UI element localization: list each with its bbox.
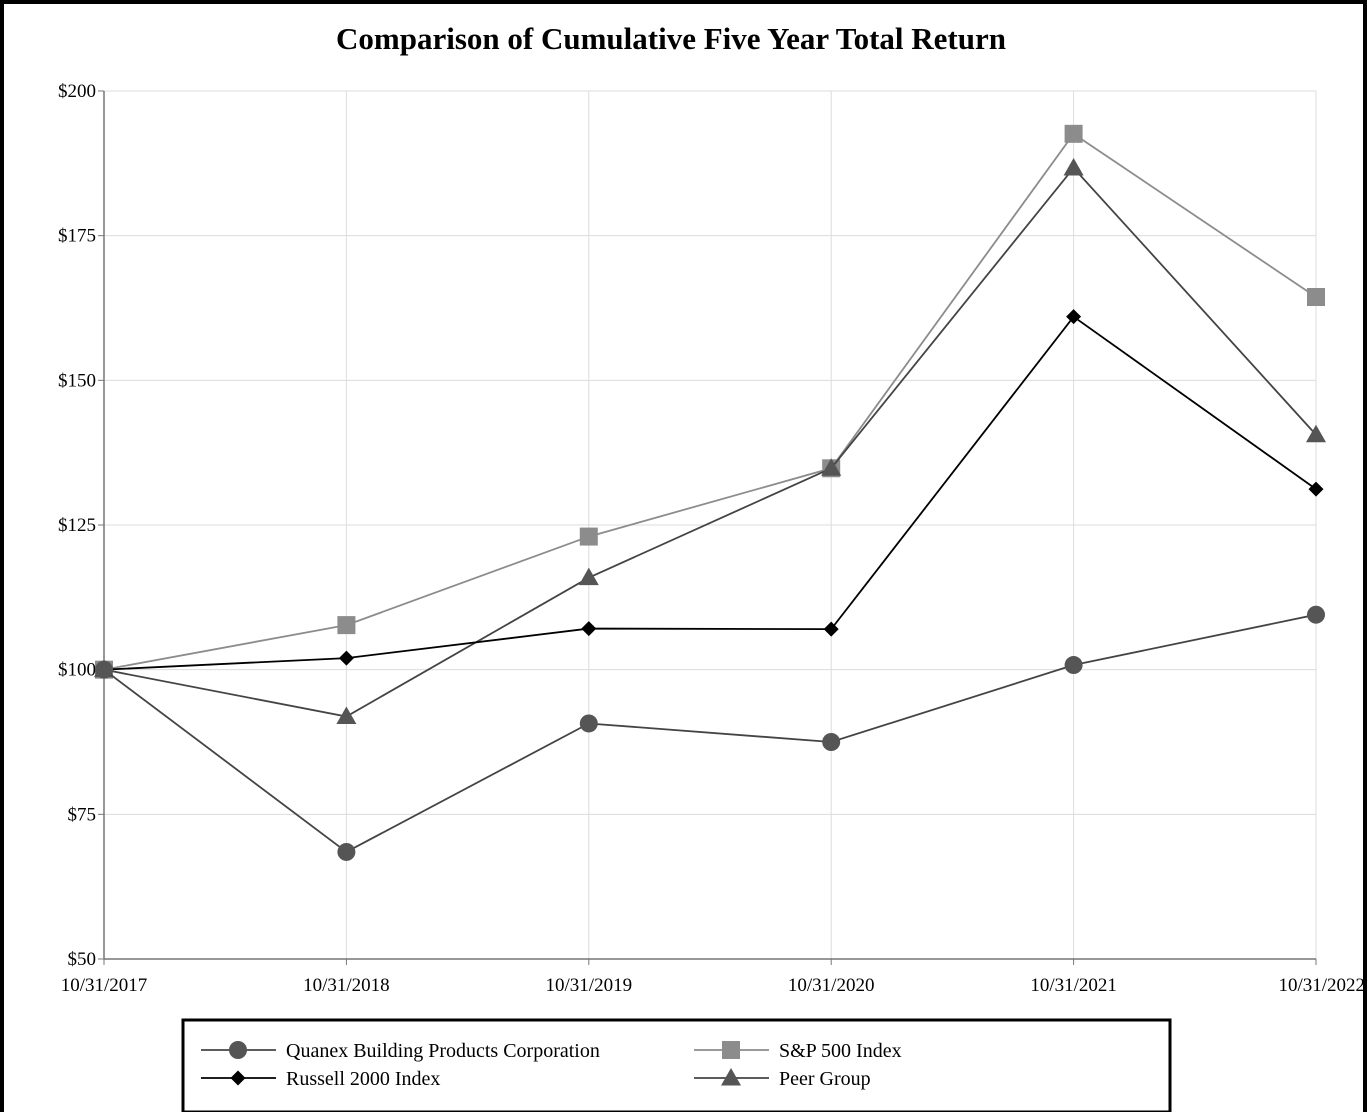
data-point-square — [579, 527, 598, 546]
data-point-diamond — [1066, 309, 1082, 325]
legend-item: Quanex Building Products Corporation — [201, 1040, 600, 1062]
y-tick-label: $50 — [68, 949, 97, 970]
data-point-triangle — [578, 567, 599, 586]
data-point-triangle — [1063, 157, 1084, 176]
data-point-diamond — [581, 621, 597, 637]
x-tick-label: 10/31/2022 — [1278, 975, 1363, 996]
y-tick-label: $75 — [68, 804, 97, 825]
x-tick-label: 10/31/2018 — [303, 975, 390, 996]
series-line — [103, 315, 1317, 671]
legend-item: Russell 2000 Index — [201, 1068, 440, 1090]
data-point-triangle — [336, 706, 357, 725]
data-point-diamond — [1308, 481, 1324, 497]
data-point-circle — [95, 660, 113, 679]
data-point-circle — [1307, 605, 1325, 624]
series-circle — [95, 605, 1325, 861]
y-tick-label: $200 — [58, 81, 96, 102]
legend-item: S&P 500 Index — [694, 1040, 902, 1062]
legend-label: S&P 500 Index — [779, 1040, 902, 1062]
data-point-circle — [337, 842, 356, 861]
series-line — [103, 613, 1317, 854]
data-point-circle — [822, 733, 841, 751]
chart: Comparison of Cumulative Five Year Total… — [58, 21, 1365, 1114]
legend-item: Peer Group — [694, 1068, 871, 1090]
data-point-circle — [1064, 656, 1083, 675]
series-square — [95, 124, 1325, 679]
data-point-square — [337, 616, 356, 635]
series-triangle — [94, 157, 1326, 725]
legend-marker-triangle — [721, 1068, 741, 1086]
data-point-triangle — [1306, 424, 1326, 443]
legend-marker-square — [722, 1041, 740, 1059]
data-point-triangle — [821, 458, 842, 476]
y-tick-label: $175 — [58, 226, 96, 247]
grid — [104, 90, 1317, 959]
legend-label: Russell 2000 Index — [286, 1068, 440, 1090]
x-tick-label: 10/31/2019 — [546, 975, 633, 996]
legend-label: Peer Group — [779, 1068, 871, 1090]
y-tick-label: $125 — [58, 515, 96, 536]
x-tick-label: 10/31/2020 — [788, 975, 875, 996]
y-tick-label: $150 — [58, 370, 96, 391]
data-point-circle — [579, 714, 598, 733]
series-layer — [94, 124, 1326, 861]
data-point-square — [1307, 288, 1325, 307]
x-tick-label: 10/31/2017 — [61, 975, 148, 996]
chart-title: Comparison of Cumulative Five Year Total… — [336, 21, 1006, 56]
legend-box — [181, 1018, 1172, 1114]
y-tick-label: $100 — [58, 660, 96, 681]
series-line — [103, 166, 1317, 718]
data-point-square — [1064, 124, 1083, 143]
series-line — [103, 132, 1317, 671]
legend-label: Quanex Building Products Corporation — [286, 1040, 600, 1062]
series-diamond — [96, 309, 1324, 678]
legend: Quanex Building Products Corporation S&P … — [181, 1018, 1172, 1114]
axes: $200 $175 $150 $125 $100 $75 $50 10/31/2017 10/3… — [58, 81, 1365, 996]
legend-marker-circle — [229, 1041, 247, 1059]
x-tick-label: 10/31/2021 — [1030, 975, 1117, 996]
data-point-diamond — [823, 621, 839, 637]
data-point-diamond — [338, 650, 354, 666]
legend-marker-diamond — [230, 1070, 246, 1086]
